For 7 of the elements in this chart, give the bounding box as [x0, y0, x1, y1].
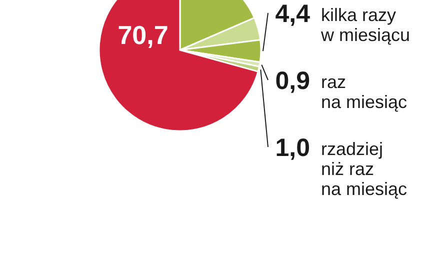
data-label: 1,0 [275, 134, 310, 162]
data-label: 70,7 [118, 20, 168, 50]
slice-label: rzadziej niż raz na miesiąc [321, 139, 408, 199]
data-label: 4,4 [275, 0, 310, 28]
slice-label: raz na miesiąc [321, 72, 408, 112]
data-label: 0,9 [275, 67, 310, 95]
slice-label: kilka razy w miesiącu [320, 5, 410, 45]
